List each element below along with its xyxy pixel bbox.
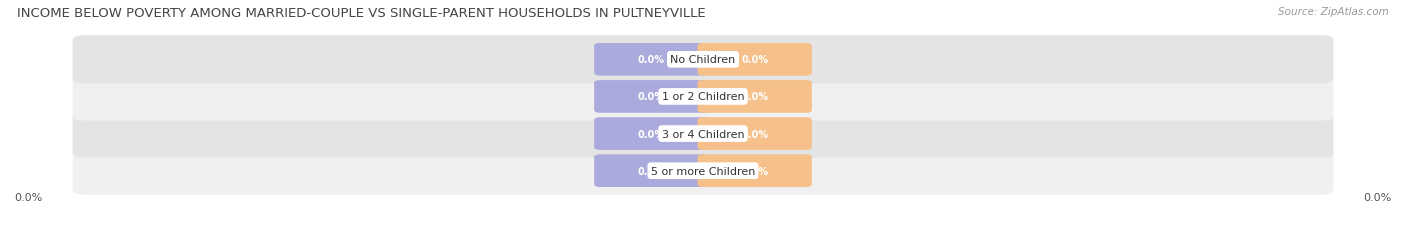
FancyBboxPatch shape: [73, 73, 1333, 121]
Text: 0.0%: 0.0%: [741, 166, 768, 176]
Text: 3 or 4 Children: 3 or 4 Children: [662, 129, 744, 139]
Text: 0.0%: 0.0%: [741, 92, 768, 102]
Text: 5 or more Children: 5 or more Children: [651, 166, 755, 176]
Text: 0.0%: 0.0%: [638, 55, 665, 65]
FancyBboxPatch shape: [595, 118, 709, 150]
FancyBboxPatch shape: [595, 155, 709, 187]
Text: 0.0%: 0.0%: [741, 55, 768, 65]
FancyBboxPatch shape: [73, 110, 1333, 158]
FancyBboxPatch shape: [595, 44, 709, 76]
Text: No Children: No Children: [671, 55, 735, 65]
FancyBboxPatch shape: [73, 36, 1333, 84]
Text: 1 or 2 Children: 1 or 2 Children: [662, 92, 744, 102]
FancyBboxPatch shape: [697, 81, 811, 113]
Text: 0.0%: 0.0%: [14, 192, 42, 202]
FancyBboxPatch shape: [697, 44, 811, 76]
Text: INCOME BELOW POVERTY AMONG MARRIED-COUPLE VS SINGLE-PARENT HOUSEHOLDS IN PULTNEY: INCOME BELOW POVERTY AMONG MARRIED-COUPL…: [17, 7, 706, 20]
FancyBboxPatch shape: [697, 155, 811, 187]
Text: 0.0%: 0.0%: [638, 129, 665, 139]
FancyBboxPatch shape: [595, 81, 709, 113]
Text: 0.0%: 0.0%: [638, 92, 665, 102]
Text: Source: ZipAtlas.com: Source: ZipAtlas.com: [1278, 7, 1389, 17]
Text: 0.0%: 0.0%: [1364, 192, 1392, 202]
Text: 0.0%: 0.0%: [741, 129, 768, 139]
Text: 0.0%: 0.0%: [638, 166, 665, 176]
FancyBboxPatch shape: [73, 147, 1333, 195]
FancyBboxPatch shape: [697, 118, 811, 150]
